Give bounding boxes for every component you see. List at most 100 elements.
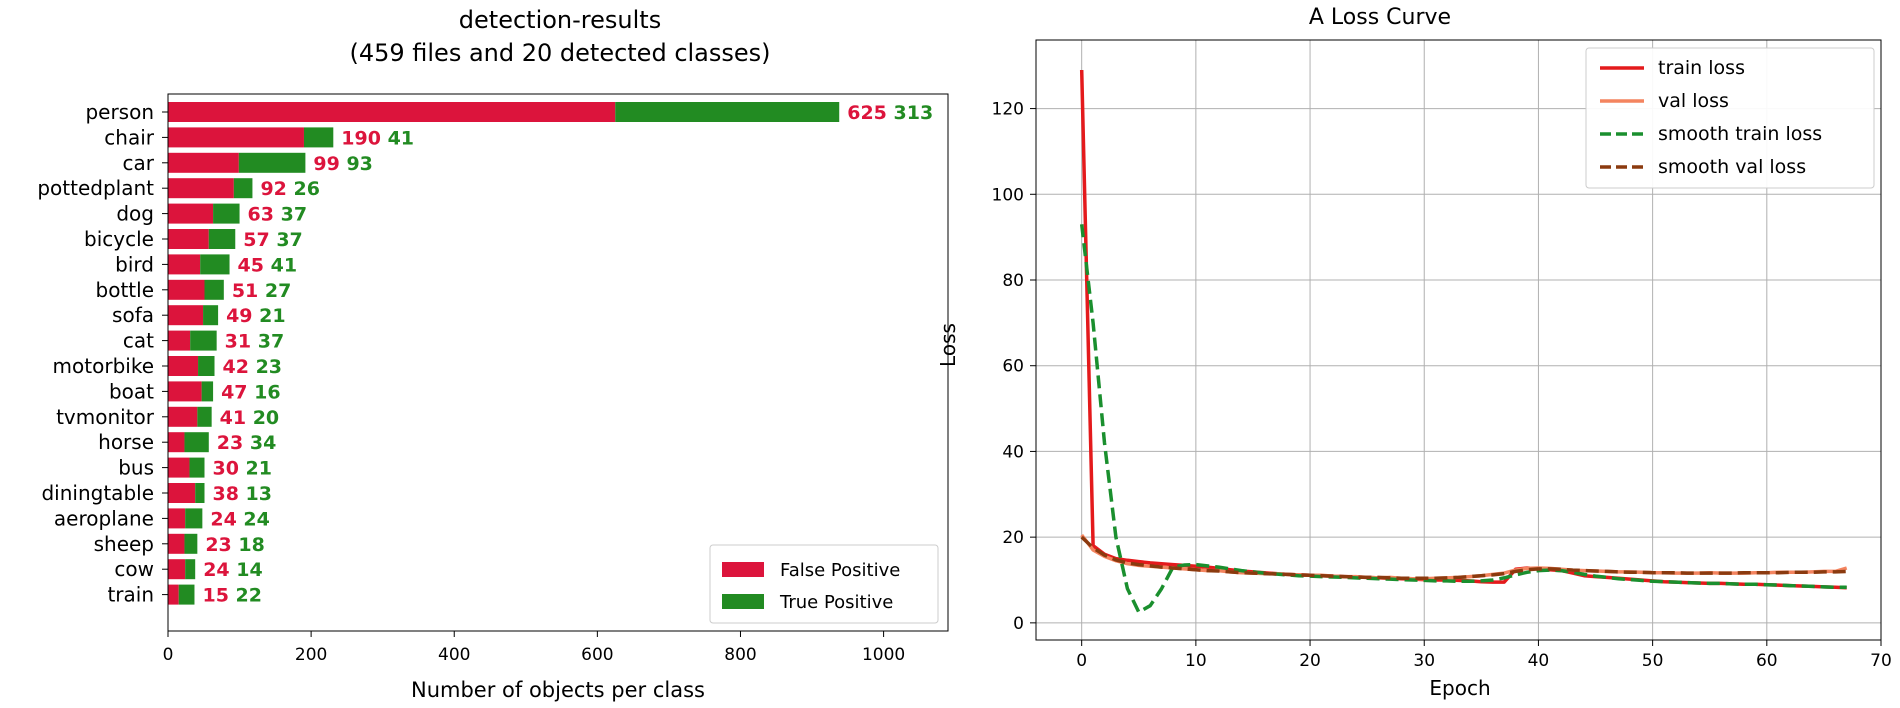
x-tick-label-200: 200	[295, 645, 327, 665]
r-x-tick-label-20: 20	[1299, 651, 1321, 671]
right-ticks-layer: 0 10 20 30 40 50 60 70 0 20 40 60 80 100 120	[992, 100, 1892, 671]
tp-value-diningtable: 13	[246, 483, 272, 505]
bar-tp-tvmonitor	[197, 406, 212, 427]
r-y-tick-label-20: 20	[1002, 528, 1024, 548]
value-label-bottle: 51 27	[232, 280, 292, 302]
r-y-tick-label-60: 60	[1002, 357, 1024, 377]
bar-fp-bird	[168, 254, 201, 275]
value-label-cat: 31 37	[225, 331, 285, 353]
left-legend-box	[709, 544, 939, 624]
value-label-diningtable: 38 13	[212, 483, 272, 505]
bar-tp-horse	[184, 432, 209, 453]
fp-value-train: 15	[202, 585, 235, 607]
category-label-tvmonitor: tvmonitor	[56, 405, 155, 429]
fp-value-car: 99	[313, 153, 346, 175]
bar-tp-cow	[185, 559, 196, 580]
series-line-smooth-train-loss	[1079, 224, 1847, 614]
category-label-horse: horse	[98, 430, 154, 454]
fp-value-chair: 190	[341, 127, 387, 149]
value-label-sofa: 49 21	[226, 305, 286, 327]
value-label-person: 625 313	[847, 102, 933, 124]
bar-fp-chair	[168, 127, 304, 148]
right-y-axis-label: Loss	[936, 323, 960, 367]
value-label-boat: 47 16	[221, 381, 281, 403]
series-line-val-loss	[1080, 533, 1848, 581]
category-label-cat: cat	[123, 329, 154, 353]
legend-false-positive-label: False Positive	[780, 560, 900, 581]
bar-tp-bicycle	[208, 229, 236, 249]
fp-value-pottedplant: 92	[260, 178, 293, 200]
fp-value-horse: 23	[217, 432, 250, 454]
right-lines-layer	[1079, 69, 1848, 614]
category-label-chair: chair	[104, 125, 154, 149]
r-x-tick-label-50: 50	[1642, 651, 1664, 671]
value-label-pottedplant: 92 26	[260, 178, 320, 200]
right-legend: train loss val loss smooth train loss smoot…	[1585, 47, 1875, 189]
bar-fp-diningtable	[168, 483, 196, 503]
value-label-car: 99 93	[313, 153, 373, 175]
bar-tp-person	[615, 102, 840, 122]
r-x-tick-label-60: 60	[1756, 651, 1778, 671]
left-bars-layer	[168, 102, 840, 605]
bar-fp-bus	[168, 457, 190, 478]
left-plot-frame	[167, 93, 949, 632]
fp-value-motorbike: 42	[223, 356, 256, 378]
value-label-bicycle: 57 37	[243, 229, 303, 251]
category-label-dog: dog	[116, 202, 154, 226]
bar-fp-bottle	[168, 279, 205, 300]
bar-fp-horse	[168, 432, 185, 453]
category-label-boat: boat	[109, 379, 154, 403]
fp-value-aeroplane: 24	[210, 508, 243, 530]
right-plot-frame	[1035, 39, 1882, 641]
left-legend: False Positive True Positive	[709, 544, 939, 624]
legend-label-smooth-val-loss: smooth val loss	[1658, 156, 1806, 178]
bar-tp-dog	[213, 203, 240, 224]
legend-false-positive-swatch	[722, 562, 764, 577]
r-x-tick-label-0: 0	[1076, 651, 1087, 671]
tp-value-horse: 34	[250, 432, 276, 454]
category-label-aeroplane: aeroplane	[54, 506, 154, 530]
left-x-axis-label: Number of objects per class	[411, 678, 705, 702]
value-label-chair: 190 41	[341, 127, 414, 149]
value-label-cow: 24 14	[203, 559, 263, 581]
legend-true-positive-label: True Positive	[779, 592, 893, 613]
fp-value-bicycle: 57	[243, 229, 276, 251]
tp-value-car: 93	[346, 153, 372, 175]
category-label-motorbike: motorbike	[53, 354, 154, 378]
r-y-tick-label-120: 120	[992, 100, 1024, 120]
value-label-tvmonitor: 41 20	[220, 407, 280, 429]
tp-value-bottle: 27	[265, 280, 291, 302]
tp-value-train: 22	[236, 585, 262, 607]
category-label-sofa: sofa	[112, 303, 154, 327]
category-label-sheep: sheep	[94, 532, 154, 556]
bar-fp-train	[168, 584, 179, 605]
tp-value-dog: 37	[281, 204, 307, 226]
bar-tp-sofa	[203, 305, 219, 326]
tp-value-bird: 41	[271, 254, 297, 276]
value-label-horse: 23 34	[217, 432, 277, 454]
bar-tp-aeroplane	[185, 508, 203, 529]
fp-value-bus: 30	[212, 458, 245, 480]
fp-value-sheep: 23	[205, 534, 238, 556]
x-tick-label-1000: 1000	[862, 645, 905, 665]
bar-fp-cow	[168, 559, 186, 580]
value-label-dog: 63 37	[248, 204, 308, 226]
r-x-tick-label-70: 70	[1870, 651, 1892, 671]
category-label-person: person	[85, 100, 154, 124]
right-x-axis-label: Epoch	[1429, 676, 1490, 700]
bar-tp-diningtable	[195, 483, 205, 503]
bar-fp-aeroplane	[168, 508, 186, 529]
tp-value-bus: 21	[246, 458, 272, 480]
x-tick-label-0: 0	[163, 645, 174, 665]
value-label-train: 15 22	[202, 585, 262, 607]
tp-value-pottedplant: 26	[294, 178, 320, 200]
category-label-cow: cow	[114, 557, 154, 581]
r-y-tick-label-80: 80	[1002, 271, 1024, 291]
loss-curve-chart: A Loss Curve 0 10 20 30 40 50 60 70 0 20 40 60 80 100…	[936, 5, 1892, 700]
r-y-tick-label-40: 40	[1002, 442, 1024, 462]
x-tick-label-600: 600	[581, 645, 613, 665]
bar-tp-train	[178, 584, 195, 605]
category-label-bottle: bottle	[96, 278, 154, 302]
x-tick-label-800: 800	[724, 645, 756, 665]
